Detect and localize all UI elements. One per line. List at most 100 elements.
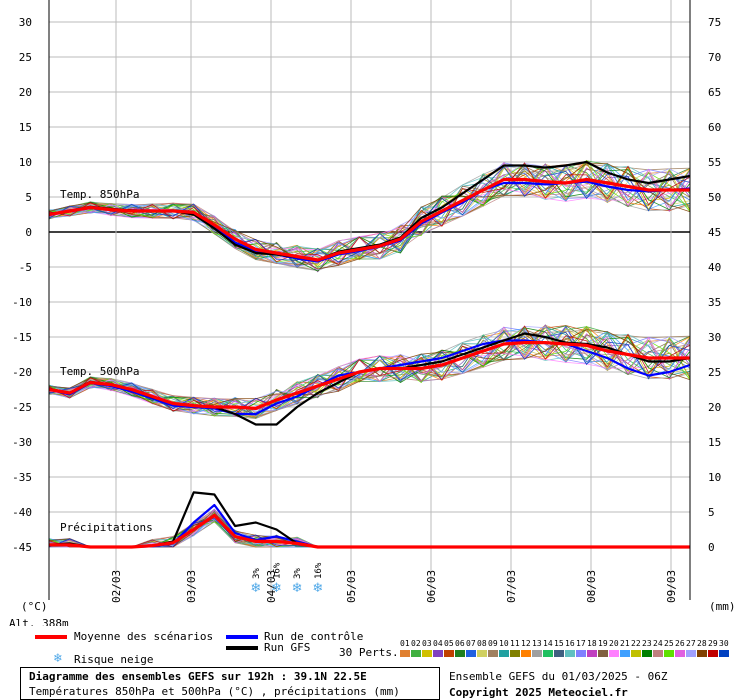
perturbation-number: 18 bbox=[587, 639, 597, 648]
perturbation-number: 11 bbox=[510, 639, 520, 648]
x-tick-label: 06/03 bbox=[425, 570, 438, 603]
perturbation-swatch bbox=[642, 650, 652, 657]
altitude-label: Alt. 388m bbox=[9, 617, 69, 626]
perturbation-swatch bbox=[697, 650, 707, 657]
perturbation-number: 07 bbox=[466, 639, 476, 648]
perturbation-number: 27 bbox=[686, 639, 696, 648]
perturbation-line-30 bbox=[48, 166, 691, 263]
snow-risk-label: 16% bbox=[314, 562, 324, 579]
perturbation-swatch bbox=[477, 650, 487, 657]
perturbation-swatch bbox=[609, 650, 619, 657]
perturbation-number: 17 bbox=[576, 639, 586, 648]
snow-risk-label: 3% bbox=[252, 568, 262, 579]
perturbation-swatch bbox=[708, 650, 718, 657]
ensemble-info: Ensemble GEFS du 01/03/2025 - 06Z bbox=[449, 670, 668, 683]
left-tick-label: -45 bbox=[12, 541, 32, 554]
perturbation-line-20 bbox=[48, 186, 691, 251]
chart-title-box: Diagramme des ensembles GEFS sur 192h : … bbox=[20, 667, 440, 700]
chart-title: Diagramme des ensembles GEFS sur 192h : … bbox=[29, 670, 367, 683]
snowflake-icon: ❄ bbox=[250, 581, 261, 596]
copyright: Copyright 2025 Meteociel.fr bbox=[449, 686, 628, 699]
perturbation-swatch bbox=[521, 650, 531, 657]
left-tick-label: -10 bbox=[12, 296, 32, 309]
perturbation-number: 02 bbox=[411, 639, 421, 648]
precip-moyenne-des-sc-narios-line bbox=[49, 513, 690, 549]
legend-control-swatch bbox=[226, 635, 258, 639]
perturbation-swatch bbox=[422, 650, 432, 657]
perturbation-swatch bbox=[466, 650, 476, 657]
left-tick-label: 0 bbox=[25, 226, 32, 239]
x-tick-label: 07/03 bbox=[505, 570, 518, 603]
left-tick-label: 30 bbox=[19, 16, 32, 29]
snowflake-icon: ❄ bbox=[54, 651, 62, 666]
left-tick-label: 5 bbox=[25, 191, 32, 204]
perturbation-line-29 bbox=[48, 162, 691, 265]
legend: Moyenne des scénarios Run de contrôle Ru… bbox=[0, 626, 740, 700]
right-tick-label: 25 bbox=[708, 366, 721, 379]
perturbation-swatch bbox=[653, 650, 663, 657]
left-tick-label: 15 bbox=[19, 121, 32, 134]
perturbation-number: 19 bbox=[598, 639, 608, 648]
right-tick-label: 10 bbox=[708, 471, 721, 484]
perturbation-line-28 bbox=[48, 329, 691, 412]
perturbation-number: 14 bbox=[543, 639, 553, 648]
x-tick-label: 05/03 bbox=[345, 570, 358, 603]
snowflake-icon: ❄ bbox=[312, 581, 323, 596]
t850-moyenne-des-sc-narios-line bbox=[48, 177, 690, 262]
right-tick-label: 30 bbox=[708, 331, 721, 344]
legend-gfs-label: Run GFS bbox=[264, 641, 311, 654]
left-tick-label: -30 bbox=[12, 436, 32, 449]
chart-grid bbox=[49, 0, 690, 600]
perturbation-swatch bbox=[587, 650, 597, 657]
perturbation-line-9 bbox=[48, 330, 691, 419]
perturbation-number: 25 bbox=[664, 639, 674, 648]
precip-panel-label: Précipitations bbox=[60, 521, 153, 534]
perturbation-number: 10 bbox=[499, 639, 509, 648]
perturbation-swatch bbox=[488, 650, 498, 657]
perturbation-swatch bbox=[675, 650, 685, 657]
perturbation-number: 30 bbox=[719, 639, 729, 648]
right-tick-label: 20 bbox=[708, 401, 721, 414]
perturbation-line-17 bbox=[48, 326, 691, 412]
right-tick-label: 55 bbox=[708, 156, 721, 169]
left-tick-label: -5 bbox=[19, 261, 32, 274]
t500-panel-label: Temp. 500hPa bbox=[60, 365, 139, 378]
perturbation-number: 03 bbox=[422, 639, 432, 648]
perturbation-number: 29 bbox=[708, 639, 718, 648]
left-tick-label: -40 bbox=[12, 506, 32, 519]
perturbation-swatch bbox=[400, 650, 410, 657]
right-tick-label: 35 bbox=[708, 296, 721, 309]
snowflake-icon: ❄ bbox=[271, 581, 282, 596]
perturbation-line-28 bbox=[48, 163, 691, 270]
perturbation-swatch bbox=[532, 650, 542, 657]
perturbation-line-20 bbox=[48, 352, 691, 412]
perturbation-number: 21 bbox=[620, 639, 630, 648]
right-tick-label: 0 bbox=[708, 541, 715, 554]
right-tick-label: 65 bbox=[708, 86, 721, 99]
perturbation-swatch bbox=[543, 650, 553, 657]
snow-risk-label: 16% bbox=[272, 562, 282, 579]
right-tick-label: 75 bbox=[708, 16, 721, 29]
perturbation-swatch bbox=[411, 650, 421, 657]
right-tick-label: 5 bbox=[708, 506, 715, 519]
right-tick-label: 45 bbox=[708, 226, 721, 239]
perturbation-number: 04 bbox=[433, 639, 443, 648]
perturbation-number: 23 bbox=[642, 639, 652, 648]
legend-mean-swatch bbox=[35, 635, 67, 639]
main-series-lines bbox=[48, 160, 691, 549]
perturbation-swatch bbox=[719, 650, 729, 657]
perturbation-number: 26 bbox=[675, 639, 685, 648]
perturbation-swatch bbox=[510, 650, 520, 657]
legend-gfs-swatch bbox=[226, 646, 258, 650]
perturbation-swatch bbox=[598, 650, 608, 657]
left-tick-label: -15 bbox=[12, 331, 32, 344]
right-tick-label: 60 bbox=[708, 121, 721, 134]
perturbation-number: 28 bbox=[697, 639, 707, 648]
left-tick-label: 20 bbox=[19, 86, 32, 99]
perturbation-swatch bbox=[433, 650, 443, 657]
perturbation-line-17 bbox=[48, 162, 691, 267]
perturbation-swatch bbox=[499, 650, 509, 657]
x-tick-label: 02/03 bbox=[110, 570, 123, 603]
